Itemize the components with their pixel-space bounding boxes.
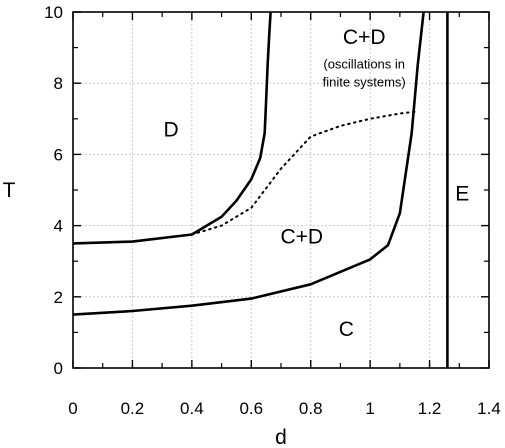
curves bbox=[72, 11, 449, 368]
y-tick-label: 0 bbox=[54, 359, 63, 378]
y-tick-label: 10 bbox=[44, 3, 63, 22]
annotation-text: finite systems) bbox=[323, 74, 406, 89]
grid-lines bbox=[73, 12, 489, 368]
annotation-text: (oscillations in bbox=[323, 57, 405, 72]
y-tick-label: 2 bbox=[54, 288, 63, 307]
x-tick-label: 0.2 bbox=[121, 399, 145, 418]
region-label: E bbox=[455, 183, 469, 206]
x-tick-label: 1.4 bbox=[477, 399, 501, 418]
region-label: C+D bbox=[280, 225, 323, 248]
x-tick-label: 0 bbox=[68, 399, 77, 418]
phase-boundary-curve-2 bbox=[72, 11, 425, 316]
x-tick-label: 1 bbox=[365, 399, 374, 418]
x-tick-label: 0.6 bbox=[239, 399, 263, 418]
labels: 0 0.2 0.4 0.6 0.8 1 1.2 1.4 0 2 4 6 8 10 D C+D C+D C E (osc… bbox=[44, 3, 501, 418]
ticks bbox=[72, 11, 490, 369]
region-label: C+D bbox=[343, 26, 386, 49]
y-tick-label: 6 bbox=[54, 145, 63, 164]
x-axis-title: d bbox=[275, 426, 287, 448]
y-axis-title: T bbox=[3, 179, 16, 202]
x-tick-label: 1.2 bbox=[418, 399, 442, 418]
region-label: C bbox=[339, 318, 354, 341]
dotted-boundary-curve-3 bbox=[190, 110, 416, 236]
region-label: D bbox=[163, 118, 178, 141]
x-tick-label: 0.8 bbox=[299, 399, 323, 418]
x-tick-label: 0.4 bbox=[180, 399, 204, 418]
y-tick-label: 4 bbox=[54, 217, 63, 236]
plot-frame bbox=[72, 11, 490, 369]
y-tick-label: 8 bbox=[54, 74, 63, 93]
